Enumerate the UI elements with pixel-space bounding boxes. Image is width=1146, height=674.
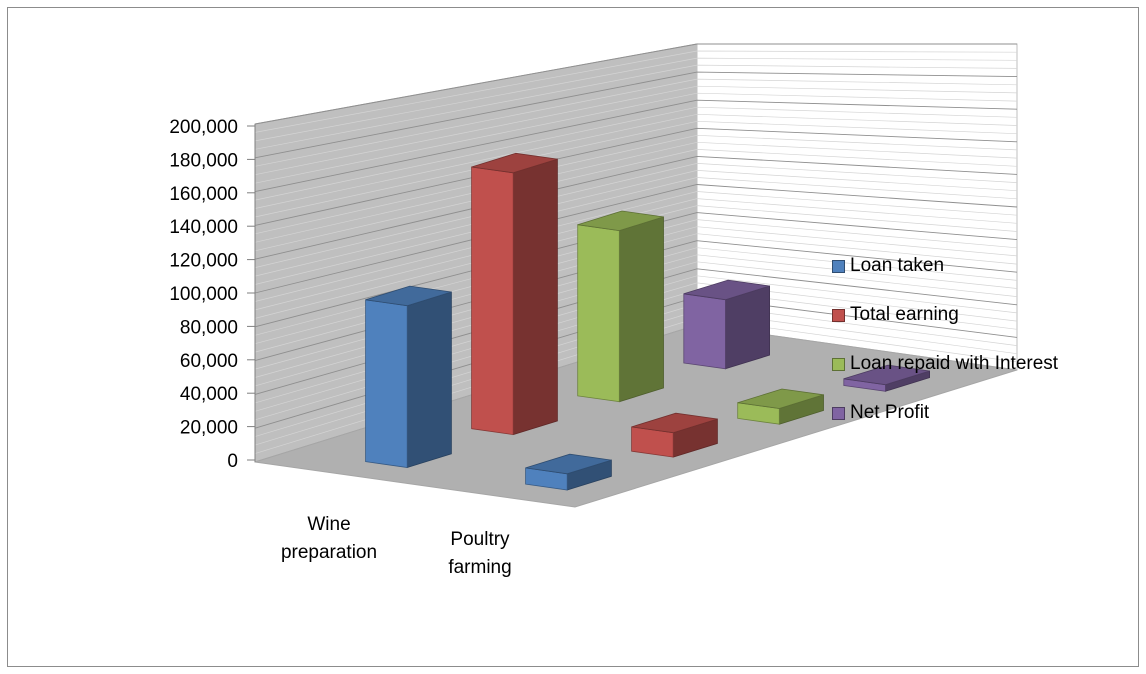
legend-swatch <box>832 308 845 322</box>
legend-item: Loan taken <box>832 254 1058 278</box>
y-tick-label: 0 <box>227 451 238 472</box>
gridline <box>254 184 1018 294</box>
bar-loan-repaid-with-interest-wine-preparation <box>577 210 664 403</box>
y-tick-label: 160,000 <box>169 184 238 205</box>
legend-item: Net Profit <box>832 401 1058 425</box>
gridline <box>254 50 1018 133</box>
bar-net-profit-wine-preparation <box>683 279 770 370</box>
bar-side <box>406 291 452 469</box>
category-label: Poultry <box>450 529 510 550</box>
gridline <box>254 149 1018 252</box>
chart-legend: Loan taken Total earning Loan repaid with … <box>832 254 1058 450</box>
bar-net-profit-poultry-farming <box>843 364 930 392</box>
bar-loan-repaid-with-interest-poultry-farming <box>737 388 824 425</box>
gridline <box>254 92 1018 184</box>
gridline <box>254 64 1018 150</box>
bar-top <box>525 453 612 475</box>
gridline <box>254 85 1018 176</box>
gridline <box>254 170 1018 277</box>
bar-total-earning-poultry-farming <box>631 412 718 458</box>
category-label: Wine <box>307 514 350 535</box>
y-tick-label: 180,000 <box>169 150 238 171</box>
y-tick-label: 100,000 <box>169 284 238 305</box>
gridline <box>254 155 1018 260</box>
gridline <box>254 57 1018 142</box>
legend-item: Total earning <box>832 303 1058 327</box>
legend-swatch <box>832 406 845 420</box>
y-tick-label: 20,000 <box>180 418 238 439</box>
legend-label: Total earning <box>850 304 959 325</box>
legend-item: Loan repaid with Interest <box>832 352 1058 376</box>
y-tick-label: 200,000 <box>169 117 238 138</box>
bar-loan-taken-wine-preparation <box>365 285 452 469</box>
bar-side <box>618 216 664 403</box>
bar-front <box>577 224 620 403</box>
bar-top <box>365 285 452 307</box>
gridline <box>254 191 1018 302</box>
bar-front <box>365 299 408 468</box>
bar-side <box>512 158 558 436</box>
y-tick-label: 60,000 <box>180 351 238 372</box>
gridline <box>254 78 1018 167</box>
category-label: preparation <box>281 542 377 563</box>
gridline <box>254 99 1018 193</box>
gridline <box>254 106 1018 201</box>
gridline <box>254 71 1018 159</box>
gridline <box>254 177 1018 285</box>
bar-top <box>843 364 930 386</box>
gridline <box>254 134 1018 235</box>
bar-top <box>471 152 558 174</box>
legend-label: Loan taken <box>850 255 945 276</box>
y-axis-ticks: 200,000 180,000 160,000 140,000 120,000 100,0… <box>169 117 256 472</box>
bar-total-earning-wine-preparation <box>471 152 558 436</box>
bar-front <box>683 293 726 370</box>
legend-label: Loan repaid with Interest <box>850 353 1059 374</box>
legend-swatch <box>832 259 845 273</box>
gridline <box>254 163 1018 268</box>
gridline <box>254 141 1018 243</box>
gridline <box>254 120 1018 218</box>
gridline <box>254 43 1017 125</box>
x-axis-categories: Wine preparation Poultry farming <box>281 514 512 578</box>
bar-top <box>737 388 824 409</box>
y-tick-label: 140,000 <box>169 217 238 238</box>
gridline <box>254 127 1018 226</box>
bar-top <box>683 279 770 301</box>
bar-top <box>631 412 718 434</box>
gridline <box>254 113 1018 209</box>
legend-swatch <box>832 357 845 371</box>
y-tick-label: 120,000 <box>169 251 238 272</box>
bar-top <box>577 210 664 232</box>
chart-bars <box>365 152 930 491</box>
bar-front <box>471 166 514 436</box>
gridline <box>254 205 1018 319</box>
legend-label: Net Profit <box>850 402 930 423</box>
bar-loan-taken-poultry-farming <box>525 453 612 491</box>
gridline <box>254 198 1018 311</box>
category-label: farming <box>448 557 511 578</box>
y-tick-label: 40,000 <box>180 384 238 405</box>
y-tick-label: 80,000 <box>180 317 238 338</box>
bar-side <box>725 285 770 370</box>
